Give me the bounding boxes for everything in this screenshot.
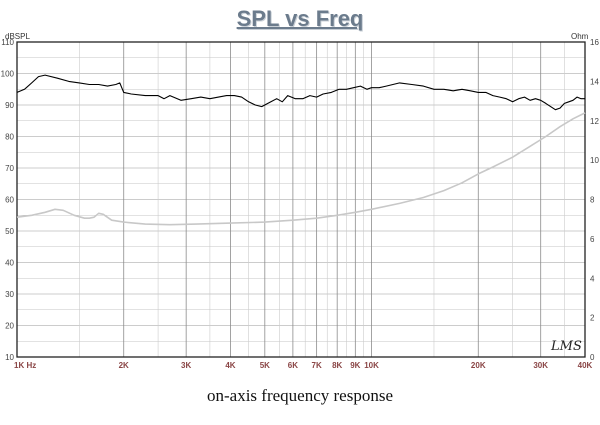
chart-caption: on-axis frequency response	[207, 386, 393, 405]
right-tick-label: 4	[590, 274, 595, 283]
spl-line	[16, 74, 585, 111]
x-tick-label: 3K	[181, 361, 191, 370]
right-tick-label: 2	[590, 314, 595, 323]
right-tick-label: 8	[590, 196, 595, 205]
chart-title: SPL vs Freq	[236, 6, 364, 31]
right-tick-label: 6	[590, 235, 595, 244]
x-tick-label: 8K	[332, 361, 342, 370]
axis-labels: 10 20 30 40 50 60 70 80 90 100 110 0 2 4 6 8 10 12 14 16 dBS…	[1, 32, 600, 370]
right-tick-label: 12	[590, 117, 599, 126]
left-tick-label: 110	[1, 38, 14, 47]
left-tick-label: 50	[5, 227, 14, 236]
right-axis-unit: Ohm	[571, 32, 589, 41]
x-tick-label: 10K	[364, 361, 379, 370]
x-tick-label: 40K	[578, 361, 593, 370]
x-tick-label: 30K	[533, 361, 548, 370]
left-tick-label: 80	[5, 133, 14, 142]
x-tick-label: 1K Hz	[14, 361, 36, 370]
left-tick-label: 10	[5, 353, 14, 362]
right-tick-label: 10	[590, 156, 599, 165]
left-tick-label: 100	[1, 70, 15, 79]
left-tick-label: 90	[5, 101, 14, 110]
left-tick-label: 40	[5, 259, 14, 268]
x-tick-label: 4K	[225, 361, 235, 370]
right-tick-label: 16	[590, 38, 599, 47]
x-tick-label: 6K	[288, 361, 298, 370]
x-tick-label: 9K	[350, 361, 360, 370]
x-tick-label: 2K	[119, 361, 129, 370]
watermark-signature: LMS	[550, 339, 582, 354]
series-layer	[16, 74, 586, 226]
left-tick-label: 30	[5, 290, 14, 299]
impedance-line	[16, 112, 586, 226]
chart-grid	[16, 41, 586, 358]
left-tick-label: 60	[5, 196, 14, 205]
left-tick-label: 20	[5, 322, 14, 331]
left-tick-label: 70	[5, 164, 14, 173]
x-tick-label: 5K	[260, 361, 270, 370]
x-tick-label: 7K	[312, 361, 322, 370]
plot-frame	[16, 41, 586, 358]
left-axis-unit: dBSPL	[5, 32, 30, 41]
right-tick-label: 14	[590, 77, 599, 86]
x-tick-label: 20K	[471, 361, 486, 370]
right-tick-label: 0	[590, 353, 595, 362]
